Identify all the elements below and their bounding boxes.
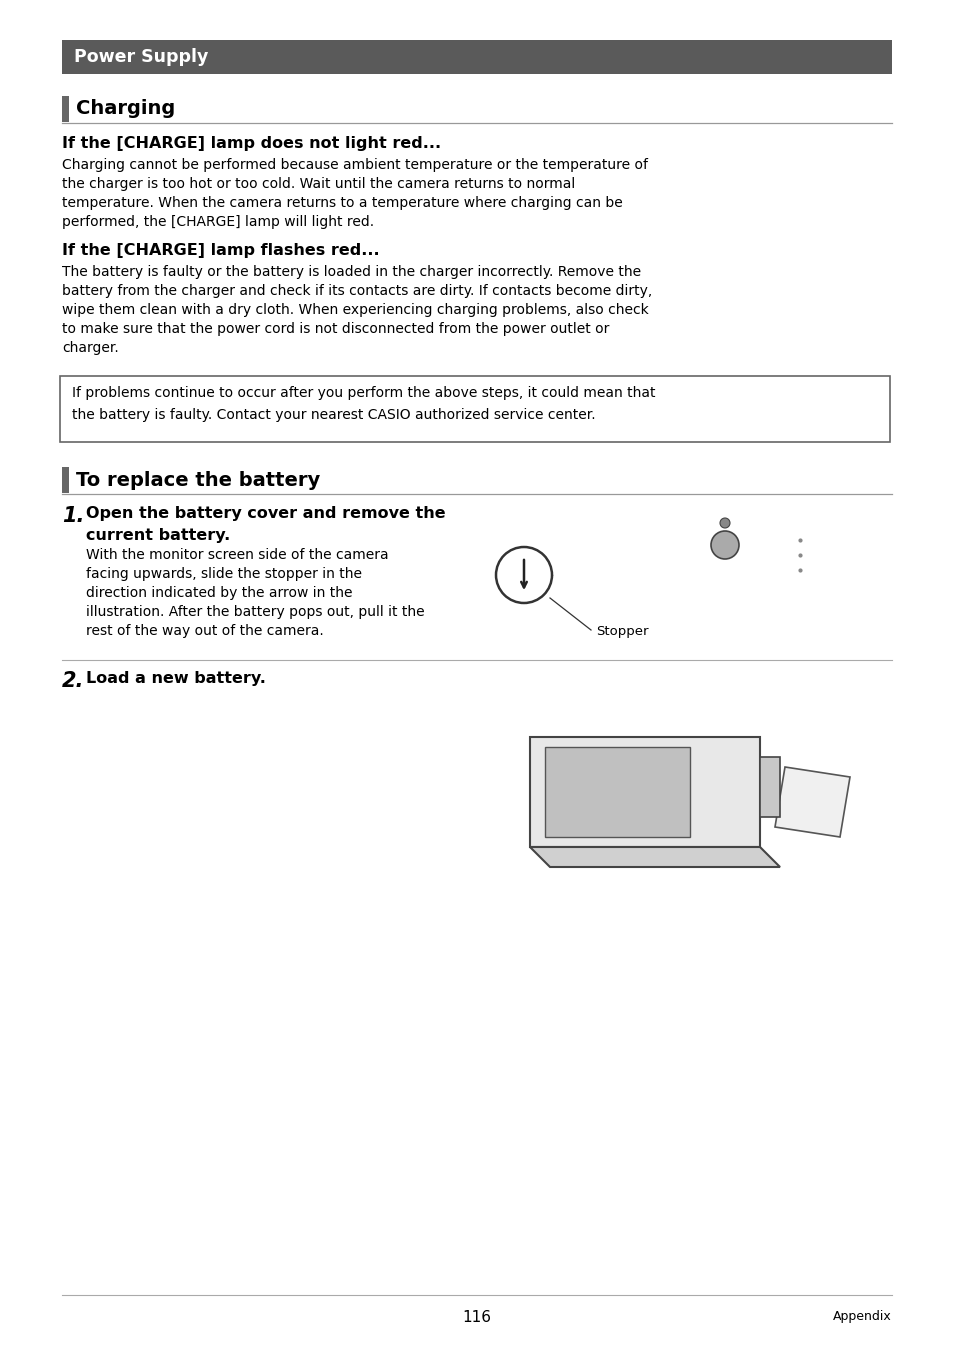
Text: Appendix: Appendix [832,1310,891,1323]
Text: direction indicated by the arrow in the: direction indicated by the arrow in the [86,586,352,600]
Text: If problems continue to occur after you perform the above steps, it could mean t: If problems continue to occur after you … [71,385,655,400]
Text: charger.: charger. [62,341,118,356]
Text: performed, the [CHARGE] lamp will light red.: performed, the [CHARGE] lamp will light … [62,214,374,229]
Text: the charger is too hot or too cold. Wait until the camera returns to normal: the charger is too hot or too cold. Wait… [62,176,575,191]
Text: current battery.: current battery. [86,528,230,543]
Text: With the monitor screen side of the camera: With the monitor screen side of the came… [86,548,388,562]
Text: Load a new battery.: Load a new battery. [86,670,266,687]
Text: the battery is faulty. Contact your nearest CASIO authorized service center.: the battery is faulty. Contact your near… [71,408,595,422]
Bar [62,96,69,122]
Text: wipe them clean with a dry cloth. When experiencing charging problems, also chec: wipe them clean with a dry cloth. When e… [62,303,648,318]
Bar [60,376,889,442]
Text: temperature. When the camera returns to a temperature where charging can be: temperature. When the camera returns to … [62,195,622,210]
Polygon shape [530,847,780,867]
Polygon shape [544,746,689,837]
Text: facing upwards, slide the stopper in the: facing upwards, slide the stopper in the [86,567,361,581]
Circle shape [710,531,739,559]
Polygon shape [530,737,760,847]
Text: The battery is faulty or the battery is loaded in the charger incorrectly. Remov: The battery is faulty or the battery is … [62,265,640,280]
Polygon shape [774,767,849,837]
Circle shape [496,547,552,603]
Text: rest of the way out of the camera.: rest of the way out of the camera. [86,624,323,638]
Bar [62,39,891,75]
Text: If the [CHARGE] lamp flashes red...: If the [CHARGE] lamp flashes red... [62,243,379,258]
Text: battery from the charger and check if its contacts are dirty. If contacts become: battery from the charger and check if it… [62,284,652,299]
Text: Power Supply: Power Supply [74,47,208,66]
Circle shape [720,518,729,528]
Text: 116: 116 [462,1310,491,1324]
Text: Charging cannot be performed because ambient temperature or the temperature of: Charging cannot be performed because amb… [62,157,647,172]
Text: If the [CHARGE] lamp does not light red...: If the [CHARGE] lamp does not light red.… [62,136,440,151]
Text: Open the battery cover and remove the: Open the battery cover and remove the [86,506,445,521]
Bar [62,467,69,493]
Text: 2.: 2. [62,670,84,691]
Text: to make sure that the power cord is not disconnected from the power outlet or: to make sure that the power cord is not … [62,322,609,337]
Polygon shape [760,757,780,817]
Text: Stopper: Stopper [596,626,648,638]
Text: To replace the battery: To replace the battery [76,471,320,490]
Text: 1.: 1. [62,506,84,527]
Text: Charging: Charging [76,99,175,118]
Text: illustration. After the battery pops out, pull it the: illustration. After the battery pops out… [86,605,424,619]
